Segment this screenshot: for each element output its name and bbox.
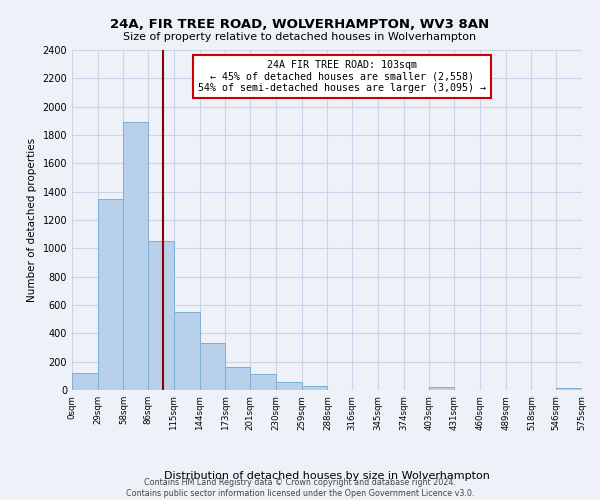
Text: 24A, FIR TREE ROAD, WOLVERHAMPTON, WV3 8AN: 24A, FIR TREE ROAD, WOLVERHAMPTON, WV3 8…	[110, 18, 490, 30]
Bar	[72, 373, 98, 390]
Text: Size of property relative to detached houses in Wolverhampton: Size of property relative to detached ho…	[124, 32, 476, 42]
Text: Contains HM Land Registry data © Crown copyright and database right 2024.
Contai: Contains HM Land Registry data © Crown c…	[126, 478, 474, 498]
Text: 24A FIR TREE ROAD: 103sqm
← 45% of detached houses are smaller (2,558)
54% of se: 24A FIR TREE ROAD: 103sqm ← 45% of detac…	[198, 60, 487, 94]
X-axis label: Distribution of detached houses by size in Wolverhampton: Distribution of detached houses by size …	[164, 472, 490, 482]
Bar	[174, 312, 200, 390]
Bar	[276, 382, 302, 390]
Bar	[430, 387, 454, 390]
Bar	[226, 368, 250, 390]
Bar	[98, 198, 124, 390]
Bar	[302, 386, 328, 390]
Bar	[124, 122, 148, 390]
Bar	[250, 374, 276, 390]
Y-axis label: Number of detached properties: Number of detached properties	[27, 138, 37, 302]
Bar	[148, 242, 174, 390]
Bar	[200, 342, 226, 390]
Bar	[556, 388, 582, 390]
